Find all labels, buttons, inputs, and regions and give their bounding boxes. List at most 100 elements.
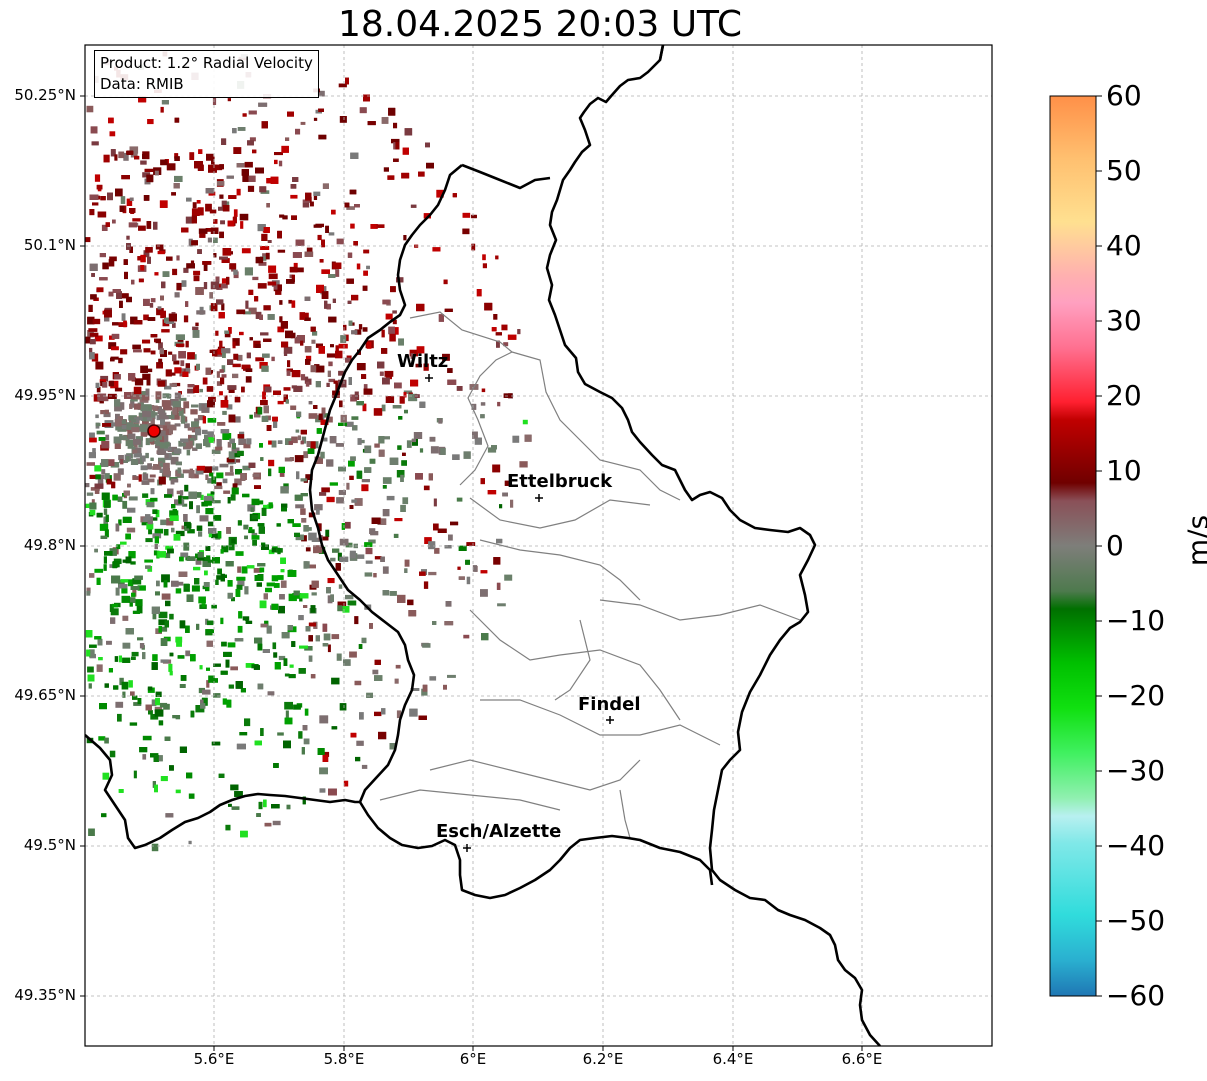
colorbar-tick-label: −60 <box>1106 979 1166 1012</box>
velocity-pixel <box>253 665 260 670</box>
velocity-pixel <box>303 451 309 459</box>
velocity-pixel <box>164 736 171 741</box>
lon-label: 6.2°E <box>582 1050 624 1068</box>
velocity-pixel <box>89 649 95 658</box>
velocity-pixel <box>277 575 284 580</box>
velocity-pixel <box>119 293 129 299</box>
velocity-pixel <box>94 548 98 553</box>
velocity-pixel <box>101 224 108 231</box>
velocity-pixel <box>188 840 192 845</box>
velocity-pixel <box>278 466 285 473</box>
velocity-pixel <box>371 517 381 524</box>
velocity-pixel <box>132 449 138 454</box>
velocity-pixel <box>328 232 335 236</box>
velocity-pixel <box>487 490 497 495</box>
velocity-pixel <box>254 575 264 581</box>
velocity-pixel <box>105 222 110 227</box>
velocity-pixel <box>89 432 95 441</box>
velocity-pixel <box>196 200 201 204</box>
velocity-pixel <box>132 391 140 400</box>
velocity-pixel <box>322 643 329 647</box>
velocity-pixel <box>416 346 425 354</box>
velocity-pixel <box>245 663 255 668</box>
velocity-pixel <box>220 400 229 408</box>
velocity-pixel <box>512 435 520 443</box>
velocity-pixel <box>351 330 358 335</box>
velocity-pixel <box>183 401 190 409</box>
velocity-pixel <box>283 351 288 356</box>
lat-label: 50.25°N <box>14 86 76 104</box>
velocity-pixel <box>160 415 169 420</box>
velocity-pixel <box>277 400 284 405</box>
velocity-pixel <box>294 494 303 501</box>
velocity-pixel <box>126 198 133 206</box>
velocity-pixel <box>187 427 195 431</box>
velocity-pixel <box>134 417 139 423</box>
velocity-pixel <box>131 651 139 657</box>
velocity-pixel <box>354 616 359 625</box>
velocity-pixel <box>198 687 205 694</box>
velocity-pixel <box>374 556 382 560</box>
velocity-pixel <box>115 413 120 421</box>
velocity-pixel <box>359 712 364 720</box>
velocity-pixel <box>222 410 227 415</box>
velocity-pixel <box>264 386 272 393</box>
velocity-pixel <box>265 415 271 421</box>
velocity-pixel <box>237 579 245 587</box>
velocity-pixel <box>216 472 224 479</box>
velocity-pixel <box>193 270 201 276</box>
velocity-pixel <box>382 485 387 489</box>
velocity-pixel <box>142 373 151 380</box>
velocity-pixel <box>131 279 135 285</box>
velocity-pixel <box>281 632 290 639</box>
velocity-pixel <box>319 788 326 793</box>
velocity-pixel <box>308 635 313 642</box>
velocity-pixel <box>242 465 251 471</box>
velocity-pixel <box>185 340 189 348</box>
velocity-pixel <box>220 220 225 225</box>
velocity-pixel <box>304 251 314 257</box>
velocity-pixel <box>241 248 251 254</box>
velocity-pixel <box>171 580 179 587</box>
velocity-pixel <box>438 314 444 322</box>
velocity-pixel <box>108 259 115 267</box>
velocity-pixel <box>319 767 328 775</box>
velocity-pixel <box>203 495 213 502</box>
velocity-pixel <box>154 528 163 534</box>
velocity-pixel <box>134 423 139 428</box>
velocity-pixel <box>94 636 102 640</box>
velocity-pixel <box>466 542 476 546</box>
velocity-pixel <box>285 330 293 339</box>
velocity-pixel <box>343 324 347 331</box>
velocity-pixel <box>297 435 301 441</box>
velocity-pixel <box>148 710 153 715</box>
velocity-pixel <box>85 503 90 508</box>
velocity-pixel <box>221 374 227 378</box>
velocity-pixel <box>267 314 275 320</box>
velocity-pixel <box>426 162 434 169</box>
velocity-pixel <box>428 571 437 576</box>
velocity-pixel <box>120 459 124 465</box>
velocity-pixel <box>277 440 283 444</box>
velocity-pixel <box>287 111 294 117</box>
velocity-pixel <box>206 667 210 671</box>
velocity-pixel <box>153 755 159 762</box>
velocity-pixel <box>463 451 471 459</box>
velocity-pixel <box>298 668 306 674</box>
velocity-pixel <box>151 606 160 614</box>
velocity-pixel <box>314 456 323 464</box>
velocity-pixel <box>305 547 311 552</box>
velocity-pixel <box>210 303 218 312</box>
velocity-pixel <box>273 583 280 588</box>
velocity-pixel <box>289 266 298 273</box>
velocity-pixel <box>326 353 336 358</box>
velocity-pixel <box>236 576 246 581</box>
velocity-pixel <box>284 673 290 677</box>
velocity-pixel <box>216 482 222 488</box>
velocity-pixel <box>256 582 262 587</box>
lon-label: 5.6°E <box>193 1050 235 1068</box>
velocity-pixel <box>114 387 123 392</box>
velocity-pixel <box>292 523 301 527</box>
velocity-pixel <box>133 770 137 779</box>
velocity-pixel <box>246 352 251 359</box>
